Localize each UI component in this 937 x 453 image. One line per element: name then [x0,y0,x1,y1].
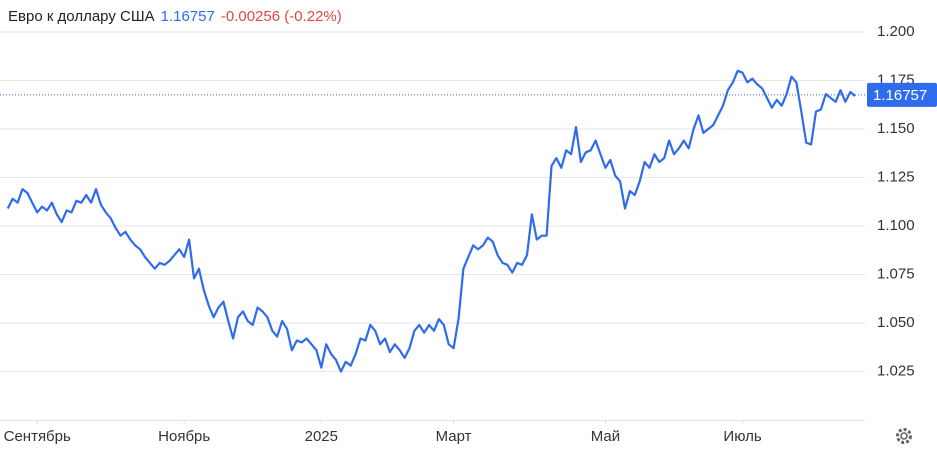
gear-hub [900,432,908,440]
header: Евро к доллару США 1.16757 -0.00256 (-0.22… [8,8,348,25]
settings-icon[interactable] [896,428,912,444]
y-tick-label: 1.050 [877,314,915,331]
price-line [6,69,856,373]
x-tick-label: Ноябрь [158,428,210,445]
y-tick-label: 1.025 [877,362,915,379]
change: -0.00256 (-0.22%) [220,8,342,25]
y-tick-label: 1.125 [877,168,915,185]
y-tick-label: 1.075 [877,265,915,282]
last-value-label: 1.16757 [873,87,927,104]
last-value: 1.16757 [160,8,215,25]
gear-teeth [896,428,912,444]
x-tick-label: Май [591,428,620,445]
y-tick-label: 1.150 [877,120,915,137]
x-tick-label: Март [436,428,472,445]
x-tick-label: 2025 [305,428,338,445]
x-tick-label: Сентябрь [4,428,71,445]
y-tick-label: 1.200 [877,23,915,40]
y-tick-label: 1.100 [877,217,915,234]
title: Евро к доллару США [8,8,155,25]
last-value-box [867,82,937,107]
x-tick-label: Июль [723,428,761,445]
